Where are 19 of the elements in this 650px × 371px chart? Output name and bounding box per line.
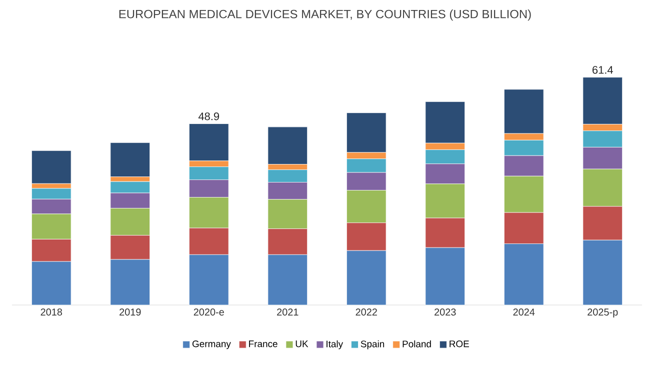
x-tick-label: 2021 xyxy=(277,308,298,316)
legend-label: ROE xyxy=(450,340,469,348)
x-tick-label: 2024 xyxy=(513,308,535,316)
legend-label: Germany xyxy=(192,340,231,350)
x-tick-label: 2019 xyxy=(120,308,141,316)
x-tick-label: 2023 xyxy=(434,308,456,316)
x-tick-label: 2025-p xyxy=(588,308,618,318)
bar xyxy=(31,150,72,184)
legend-label: UK xyxy=(296,340,308,348)
x-tick-label: 2022 xyxy=(356,308,377,316)
annotation: 61.4 xyxy=(592,66,613,74)
chart-title: EUROPEAN MEDICAL DEVICES MARKET, BY COUNTRIES (USD BILLION) xyxy=(119,10,531,21)
legend-label: Poland xyxy=(402,340,431,348)
legend-label: Spain xyxy=(360,340,384,350)
legend-label: France xyxy=(249,340,278,348)
x-tick-label: 2018 xyxy=(40,308,62,316)
annotation: 48.9 xyxy=(198,112,220,120)
legend-label: Italy xyxy=(326,340,344,350)
x-tick-label: 2020-e xyxy=(194,308,224,316)
